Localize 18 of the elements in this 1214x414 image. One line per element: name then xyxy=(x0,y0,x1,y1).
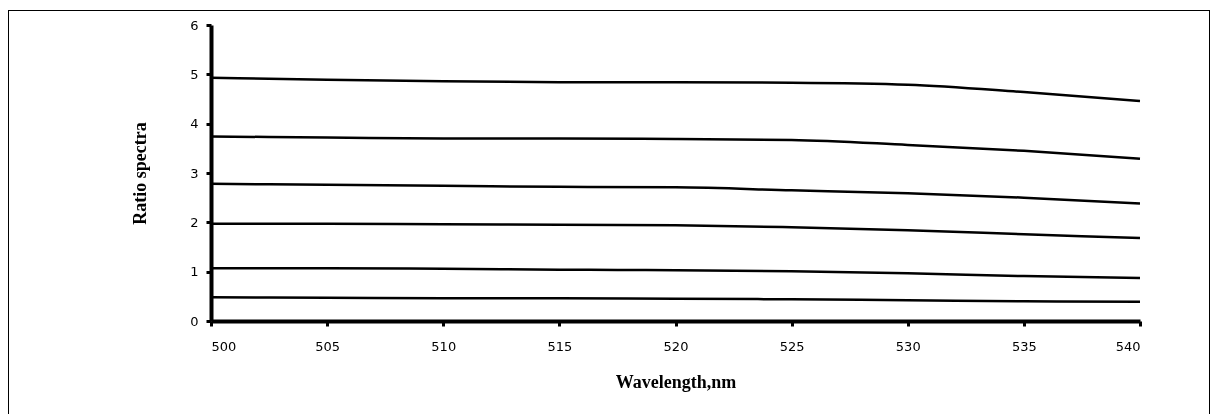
x-tick-label: 540 xyxy=(1115,338,1141,354)
y-tick-label: 5 xyxy=(190,66,199,82)
y-tick-label: 2 xyxy=(190,214,199,230)
y-axis-title: Ratio spectra xyxy=(130,122,151,225)
x-tick-label: 525 xyxy=(779,338,805,354)
y-tick-label: 3 xyxy=(190,165,199,181)
x-tick-label: 505 xyxy=(315,338,341,354)
y-tick-label: 6 xyxy=(190,17,199,33)
y-tick-label: 1 xyxy=(190,264,199,280)
x-tick-label: 535 xyxy=(1011,338,1037,354)
y-tick-label: 0 xyxy=(190,313,199,329)
x-tick-label: 510 xyxy=(431,338,457,354)
y-tick-label: 4 xyxy=(190,116,199,132)
x-tick-label: 500 xyxy=(211,338,237,354)
x-tick-label: 520 xyxy=(663,338,689,354)
x-tick-label: 515 xyxy=(547,338,573,354)
x-axis-title: Wavelength,nm xyxy=(615,371,737,392)
x-tick-label: 530 xyxy=(895,338,921,354)
